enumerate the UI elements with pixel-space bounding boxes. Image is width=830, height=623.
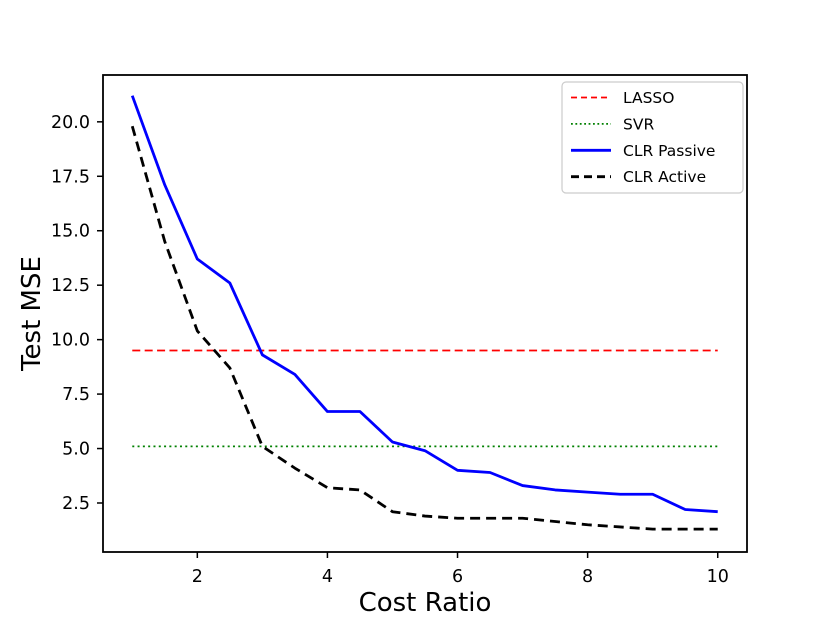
x-axis-tick-label: 8: [582, 567, 593, 587]
legend: [561, 81, 744, 194]
plot-line-clr-active: [130, 125, 718, 531]
axes-spines: [102, 74, 748, 553]
y-axis-tick-label: 5.0: [62, 440, 90, 460]
y-axis-tick-label: 20.0: [51, 113, 90, 133]
legend-label-svr: SVR: [623, 115, 654, 133]
x-axis-label: Cost Ratio: [359, 588, 492, 618]
y-axis-tick-label: 2.5: [62, 494, 90, 514]
legend-label-clr-active: CLR Active: [623, 168, 706, 186]
x-axis-tick-label: 2: [192, 567, 203, 587]
legend-label-lasso: LASSO: [623, 89, 674, 107]
y-axis-tick-label: 17.5: [51, 167, 90, 187]
x-axis-tick-label: 6: [452, 567, 463, 587]
y-axis-tick-label: 10.0: [51, 331, 90, 351]
y-axis-label: Test MSE: [17, 256, 47, 372]
plot-line-clr-passive: [130, 95, 718, 514]
y-axis-tick-label: 12.5: [51, 276, 90, 296]
y-axis-tick-label: 15.0: [51, 222, 90, 242]
x-axis-tick-label: 4: [322, 567, 333, 587]
x-axis-tick-label: 10: [707, 567, 729, 587]
y-axis-tick-label: 7.5: [62, 385, 90, 405]
legend-label-clr-passive: CLR Passive: [623, 142, 715, 160]
